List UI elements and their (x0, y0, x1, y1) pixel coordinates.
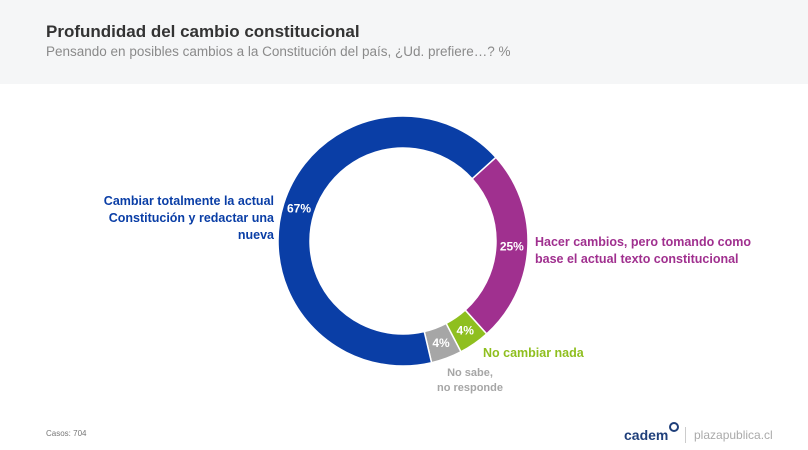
label-line: No cambiar nada (483, 346, 584, 360)
label-line: base el actual texto constitucional (535, 252, 739, 266)
label-line: No sabe, (447, 367, 493, 379)
slice-value-label: 4% (457, 324, 475, 338)
donut-slice (277, 115, 497, 367)
label-line: Cambiar totalmente la actual (103, 194, 274, 208)
slice-value-label: 25% (500, 240, 524, 254)
slice-value-label: 4% (432, 336, 450, 350)
header: Profundidad del cambio constitucional Pe… (0, 0, 808, 84)
sample-size: Casos: 704 (46, 429, 87, 438)
page-title: Profundidad del cambio constitucional (46, 22, 360, 41)
label-no-sabe: No sabe, no responde (430, 366, 510, 396)
site-link[interactable]: plazapublica.cl (694, 428, 773, 442)
label-line: Hacer cambios, pero tomando como (535, 235, 752, 249)
label-line: Constitución y redactar una nueva (108, 211, 274, 242)
label-cambiar-totalmente: Cambiar totalmente la actual Constitució… (80, 193, 274, 244)
logo-text: cadem (624, 427, 669, 443)
divider (685, 427, 686, 443)
label-no-cambiar: No cambiar nada (483, 345, 584, 362)
label-line: no responde (436, 382, 503, 394)
page-subtitle: Pensando en posibles cambios a la Consti… (46, 44, 511, 59)
logo-dot-icon (669, 422, 680, 432)
cadem-logo: cadem (624, 422, 680, 443)
slice-value-label: 67% (287, 201, 311, 215)
label-hacer-cambios: Hacer cambios, pero tomando como base el… (535, 234, 751, 268)
